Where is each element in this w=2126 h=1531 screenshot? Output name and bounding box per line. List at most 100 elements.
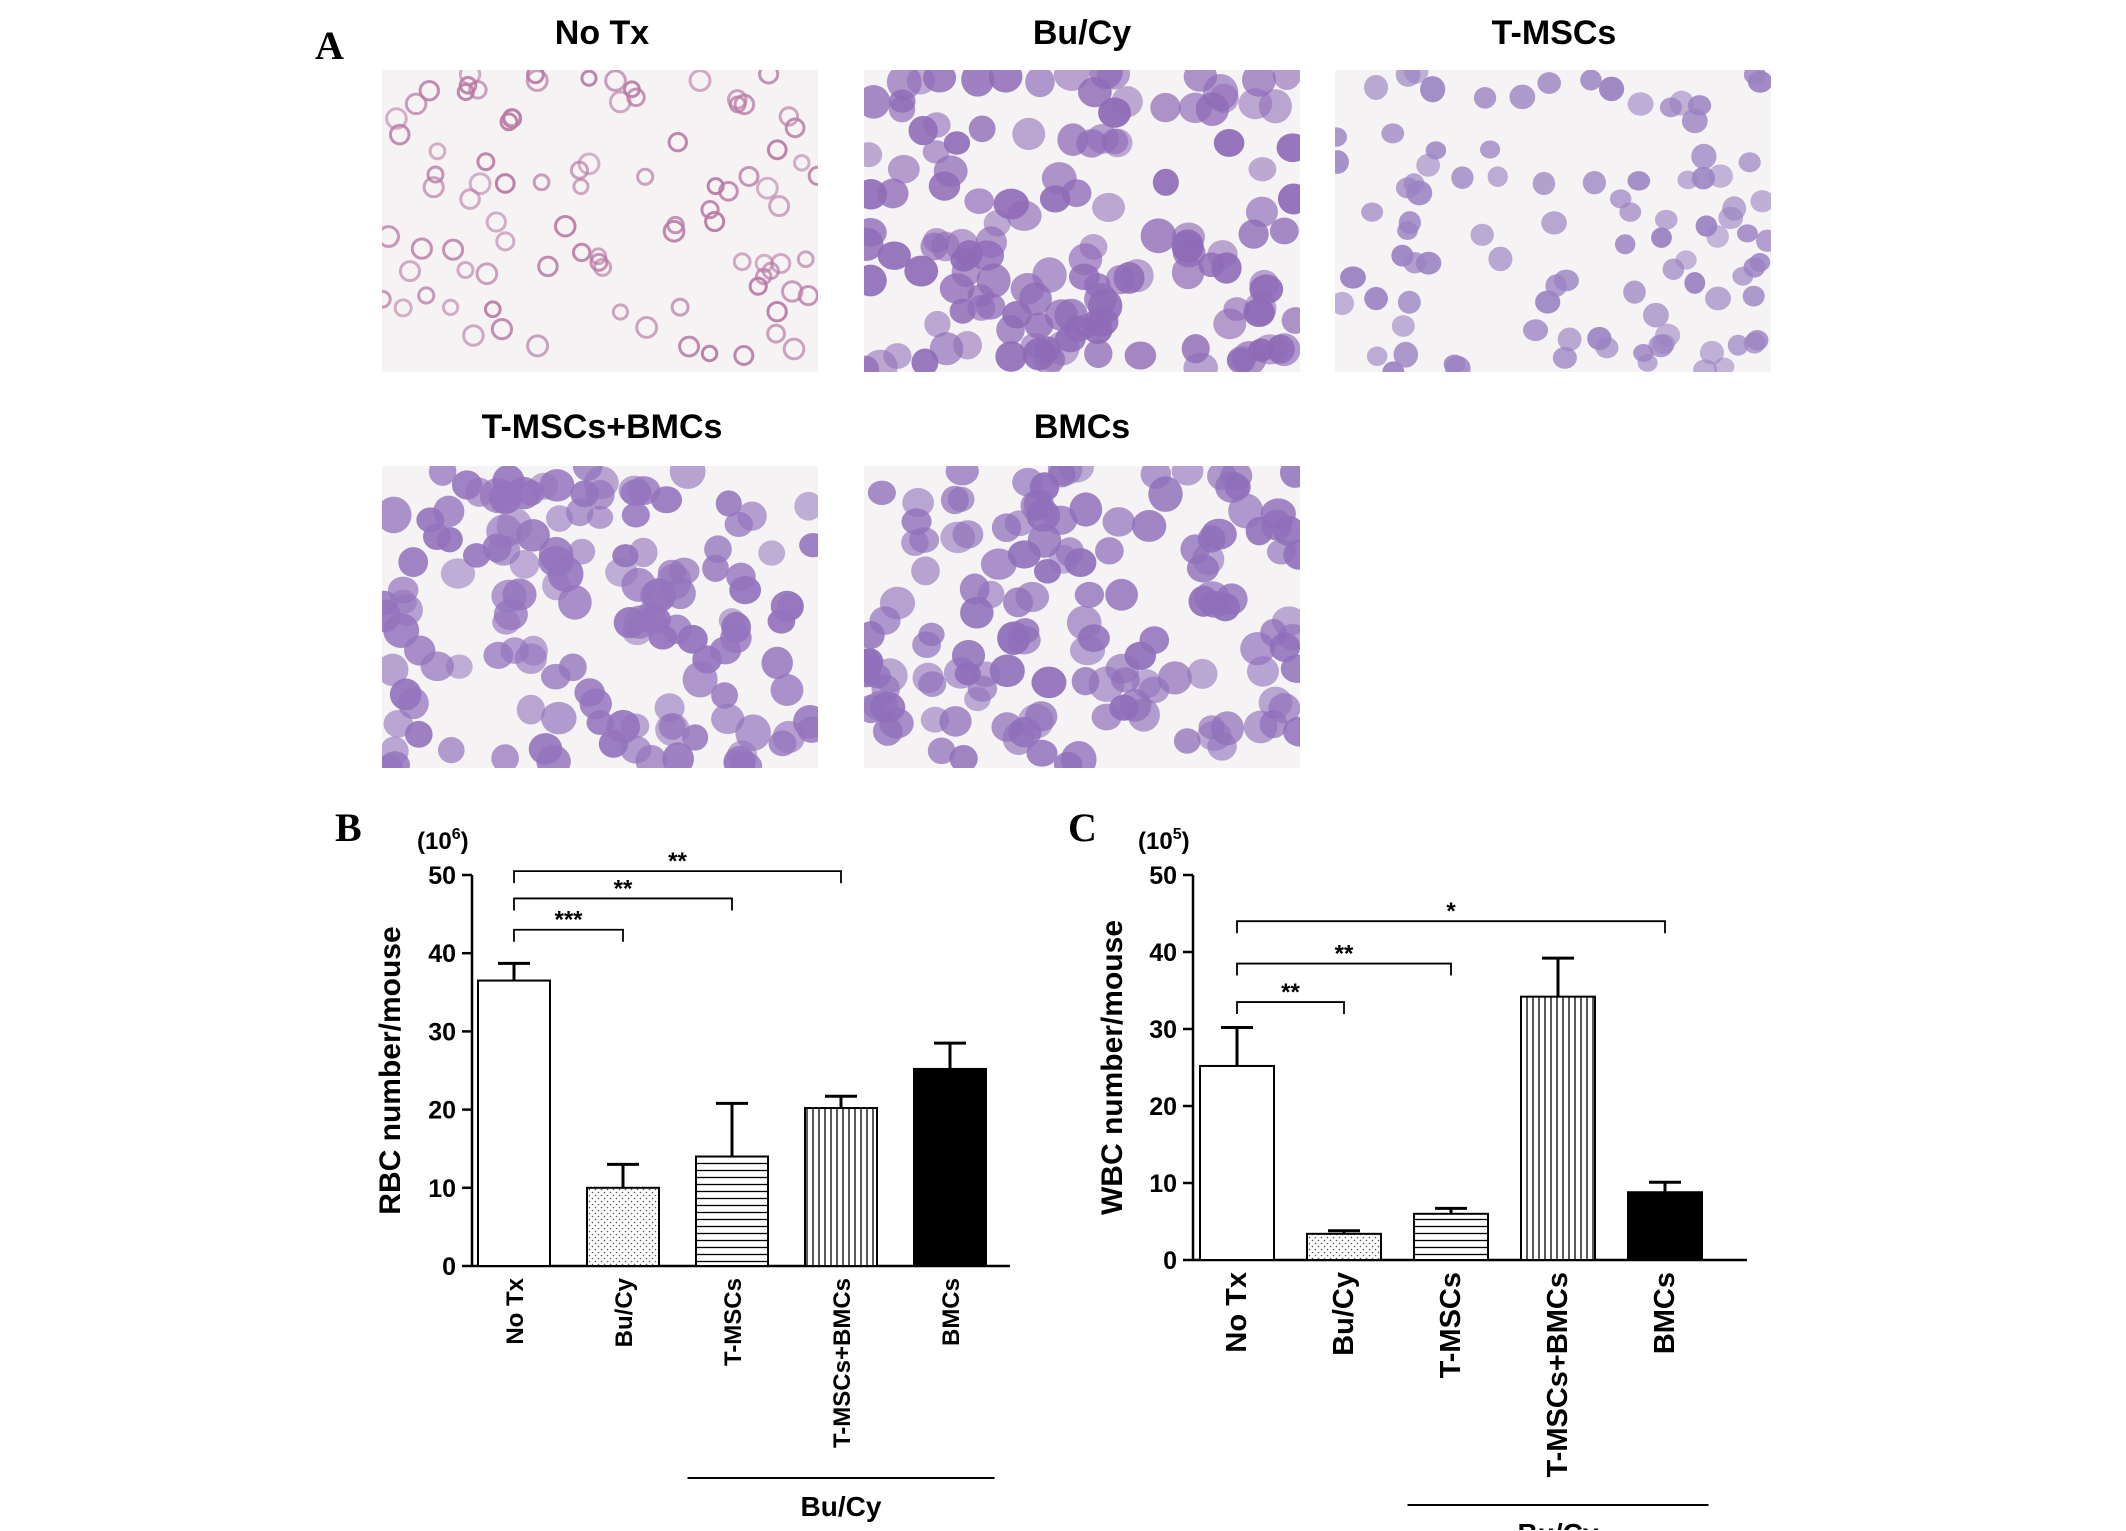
cell	[1266, 539, 1296, 565]
cell	[1642, 302, 1669, 328]
cell	[864, 85, 891, 119]
cell	[1743, 332, 1766, 354]
cell	[623, 605, 656, 639]
micrograph-no-tx	[382, 70, 818, 372]
category-label: T-MSCs	[1435, 1272, 1467, 1378]
cell	[1124, 341, 1157, 370]
significance-bracket	[1236, 1001, 1345, 1015]
cell	[667, 132, 688, 153]
cell	[1269, 217, 1299, 245]
cell	[636, 167, 655, 186]
cell	[1198, 252, 1225, 278]
bar	[477, 979, 551, 1267]
cell	[1335, 291, 1355, 316]
significance-bracket	[513, 928, 624, 942]
cell	[715, 490, 742, 517]
cell	[867, 480, 896, 506]
cell	[943, 131, 971, 155]
cell	[1252, 334, 1288, 365]
cell	[1445, 356, 1471, 372]
cell	[1750, 190, 1771, 213]
panel-letter-a: A	[315, 23, 344, 68]
y-tick-label: 50	[1149, 862, 1177, 890]
cell	[605, 557, 638, 587]
cell	[1210, 592, 1241, 622]
cell	[1053, 70, 1090, 91]
cell	[943, 657, 978, 689]
category-label: No Tx	[502, 1277, 529, 1344]
cell	[1079, 234, 1108, 260]
panel-letter-b: B	[335, 805, 362, 850]
bar	[913, 1067, 987, 1267]
cell	[1580, 70, 1602, 91]
cell	[1695, 215, 1718, 237]
cell	[1105, 653, 1140, 684]
cell	[1279, 466, 1300, 488]
cell	[489, 481, 523, 514]
cell	[1086, 123, 1120, 154]
cell	[1509, 84, 1536, 110]
cell	[797, 285, 818, 307]
cell	[532, 173, 551, 192]
cell	[1004, 510, 1035, 537]
rbc-bar-chart: (106) 0 10 20 30 40 50 RBC number/mouse No Tx Bu/…	[374, 826, 1010, 1522]
cell	[1487, 166, 1508, 187]
cell	[1171, 466, 1204, 486]
cell	[669, 466, 706, 489]
cell	[864, 694, 886, 724]
cell	[1187, 658, 1218, 689]
cell	[682, 661, 718, 698]
cell	[1198, 715, 1225, 740]
cell	[641, 578, 677, 613]
cell	[428, 466, 457, 486]
cell	[1705, 286, 1731, 311]
cell	[1060, 741, 1097, 768]
cell	[464, 477, 494, 507]
cell	[923, 228, 951, 253]
cell	[491, 744, 519, 768]
cell	[554, 214, 577, 238]
cell	[1069, 492, 1103, 527]
cell	[1015, 581, 1050, 613]
cell	[1084, 339, 1113, 368]
cell	[382, 751, 410, 768]
cell	[1743, 70, 1766, 85]
cell	[1451, 166, 1474, 189]
cell	[1272, 70, 1300, 90]
cell	[1010, 273, 1045, 305]
cell	[766, 323, 786, 344]
cell	[1480, 140, 1501, 159]
cell	[1340, 266, 1366, 289]
y-unit-label: (106)	[417, 826, 469, 855]
cell	[1654, 209, 1678, 230]
cell	[726, 740, 758, 768]
cell	[1276, 133, 1300, 163]
cell	[495, 231, 516, 252]
significance-stars: **	[668, 848, 687, 875]
cell	[1393, 341, 1419, 368]
cell	[1131, 510, 1167, 542]
cell	[1736, 224, 1758, 243]
cell	[704, 211, 726, 233]
cell	[784, 117, 806, 139]
cell	[792, 154, 811, 172]
cell	[422, 176, 445, 199]
cell	[635, 316, 659, 339]
y-unit-label: (105)	[1138, 826, 1190, 855]
cell	[1277, 183, 1300, 215]
cell	[566, 498, 594, 527]
y-tick-label: 50	[428, 862, 456, 890]
cell	[877, 241, 911, 270]
wbc-bar-chart: (105) 0 10 20 30 40 50 WBC number/mouse No Tx Bu/…	[1096, 826, 1747, 1530]
cell	[540, 663, 571, 690]
cell	[864, 648, 884, 676]
cell	[404, 92, 428, 116]
cell	[864, 227, 884, 261]
bar	[1199, 1064, 1275, 1261]
cell	[726, 562, 756, 591]
cell	[1677, 170, 1699, 190]
cell	[1026, 739, 1058, 767]
cell	[1681, 108, 1708, 134]
cell	[1227, 345, 1257, 372]
cell	[721, 611, 752, 643]
